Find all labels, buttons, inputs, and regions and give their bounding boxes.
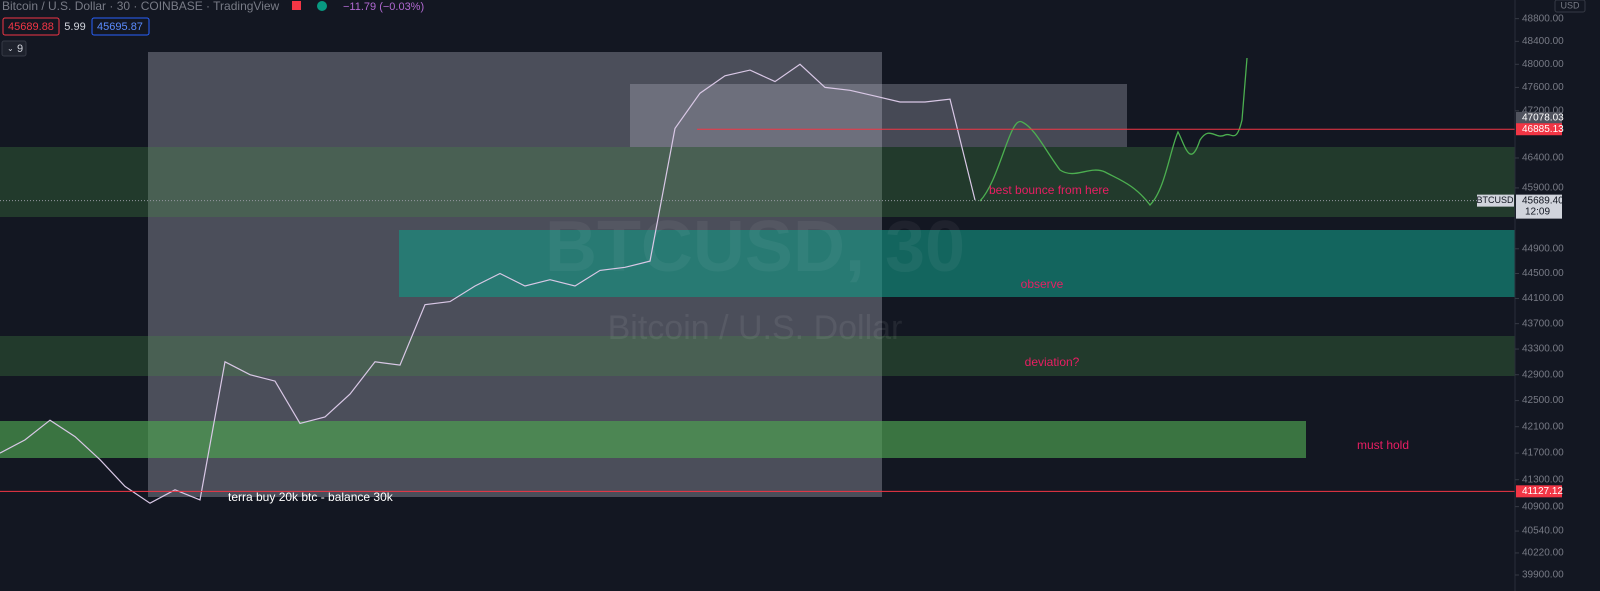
y-tick-label: 47200.00 <box>1522 105 1564 116</box>
price-label: 47078.03 <box>1522 113 1564 124</box>
zone <box>0 336 1515 376</box>
range-box <box>630 84 1127 147</box>
bid: 45689.88 <box>8 21 54 33</box>
y-tick-label: 43700.00 <box>1522 318 1564 329</box>
y-tick-label: 48000.00 <box>1522 59 1564 70</box>
price-label-box <box>1516 123 1562 136</box>
price-label: 41127.12 <box>1522 486 1563 497</box>
symbol-tag-box <box>1477 194 1514 207</box>
y-tick-label: 42900.00 <box>1522 369 1564 380</box>
y-tick-label: 41700.00 <box>1522 448 1564 459</box>
price-line <box>0 63 976 504</box>
watermark-subtitle: Bitcoin / U.S. Dollar <box>608 309 903 347</box>
last-price-box <box>1516 194 1562 219</box>
y-tick-label: 40900.00 <box>1522 501 1564 512</box>
zone <box>0 421 1306 458</box>
chevron: ⌄ <box>7 44 14 53</box>
flag-icon <box>292 1 301 10</box>
y-tick-label: 44900.00 <box>1522 243 1564 254</box>
currency-button[interactable] <box>1554 0 1586 13</box>
countdown: 12:09 <box>1525 206 1550 217</box>
change: −11.79 (−0.03%) <box>343 1 424 13</box>
bid-box[interactable] <box>2 17 60 36</box>
zone <box>0 147 1515 217</box>
y-tick-label: 44100.00 <box>1522 293 1564 304</box>
annotation: must hold <box>1357 438 1409 452</box>
ask-box[interactable] <box>91 17 150 36</box>
y-tick-label: 47600.00 <box>1522 82 1564 93</box>
y-tick-label: 42500.00 <box>1522 395 1564 406</box>
axis-labels: 48800.00 48400.00 48000.00 47600.00 47200.00… <box>1515 13 1564 581</box>
y-tick-label: 42100.00 <box>1522 421 1564 432</box>
y-tick-label: 46400.00 <box>1522 153 1564 164</box>
annotation: terra buy 20k btc - balance 30k <box>228 490 394 504</box>
last-price: 45689.40 <box>1522 195 1564 206</box>
projection-path <box>979 57 1248 206</box>
y-tick-label: 40540.00 <box>1522 526 1564 537</box>
zone <box>399 230 1515 297</box>
ask: 45695.87 <box>97 21 143 33</box>
spread: 5.99 <box>64 21 85 33</box>
annotation: best bounce from here <box>989 183 1109 197</box>
y-tick-label: 39900.00 <box>1522 570 1564 581</box>
y-tick-label: 40220.00 <box>1522 548 1564 559</box>
y-tick-label: 43300.00 <box>1522 344 1564 355</box>
currency: USD <box>1560 0 1580 10</box>
annotation: deviation? <box>1025 355 1080 369</box>
indicators-toggle[interactable] <box>1 40 27 57</box>
y-tick-label: 48800.00 <box>1522 13 1564 24</box>
y-tick-label: 41300.00 <box>1522 474 1564 485</box>
symbol-line: Bitcoin / U.S. Dollar · 30 · COINBASE · … <box>2 0 280 13</box>
symbol-tag: BTCUSD <box>1476 195 1514 205</box>
status-icon <box>317 1 327 11</box>
price-label-box <box>1516 485 1562 498</box>
y-tick-label: 44500.00 <box>1522 268 1564 279</box>
price-label-box <box>1516 111 1562 124</box>
y-tick-label: 48400.00 <box>1522 36 1564 47</box>
annotation: observe <box>1021 277 1064 291</box>
y-tick-label: 45900.00 <box>1522 183 1564 194</box>
watermark-title: BTCUSD, 30 <box>545 207 965 287</box>
price-label: 46885.13 <box>1522 124 1564 135</box>
indicators-count: 9 <box>17 43 23 55</box>
plot: BTCUSD <box>0 63 1515 504</box>
